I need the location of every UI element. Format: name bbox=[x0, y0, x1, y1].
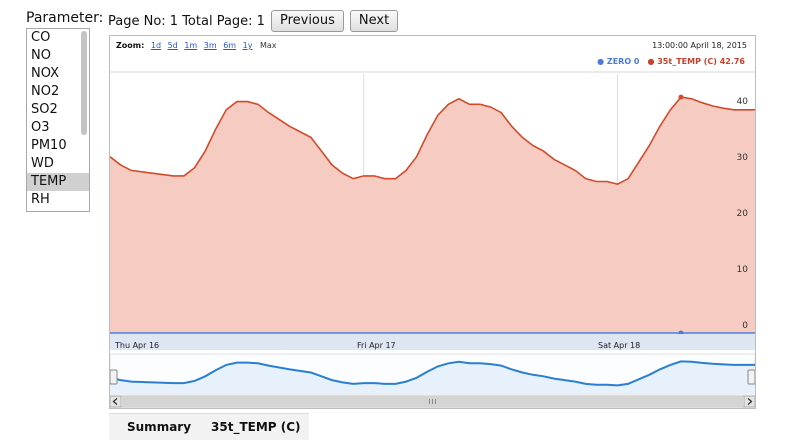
navigator-handle-right[interactable] bbox=[747, 369, 755, 385]
summary-column-temp: 35t_TEMP (C) bbox=[211, 420, 301, 434]
parameter-option-so2[interactable]: SO2 bbox=[31, 102, 58, 117]
x-axis-label: Fri Apr 17 bbox=[357, 341, 396, 350]
parameter-option-no[interactable]: NO bbox=[31, 48, 51, 63]
y-tick-label: 30 bbox=[736, 153, 748, 163]
pager: Page No: 1 Total Page: 1 Previous Next bbox=[108, 10, 399, 32]
parameter-option-co[interactable]: CO bbox=[31, 30, 51, 45]
parameter-option-rh[interactable]: RH bbox=[31, 192, 50, 207]
zoom-max[interactable]: Max bbox=[260, 41, 277, 50]
chevron-left-icon bbox=[112, 398, 118, 405]
zoom-label: Zoom: bbox=[116, 41, 145, 50]
y-tick-label: 40 bbox=[736, 97, 748, 107]
listbox-scrollbar[interactable] bbox=[81, 31, 87, 135]
scroll-right-button[interactable] bbox=[743, 395, 755, 408]
legend-zero-label: ZERO 0 bbox=[606, 57, 640, 66]
parameter-option-no2[interactable]: NO2 bbox=[31, 84, 60, 99]
navigator-area bbox=[110, 361, 755, 394]
parameter-option-temp[interactable]: TEMP bbox=[27, 173, 89, 191]
next-button[interactable]: Next bbox=[349, 10, 399, 32]
temperature-chart: Zoom: 1d 5d 1m 3m 6m 1y Max 13:00:00 Apr… bbox=[109, 35, 756, 409]
parameter-listbox[interactable]: CO NO NOX NO2 SO2 O3 PM10 WD TEMP RH bbox=[26, 28, 90, 212]
legend-zero[interactable]: ● ZERO 0 bbox=[597, 57, 640, 66]
x-axis-band bbox=[110, 334, 755, 350]
previous-button[interactable]: Previous bbox=[270, 10, 344, 32]
parameter-option-o3[interactable]: O3 bbox=[31, 120, 50, 135]
x-axis-label: Thu Apr 16 bbox=[115, 341, 160, 350]
chart-legend: ● ZERO 0 ● 35t_TEMP (C) 42.76 bbox=[597, 57, 745, 66]
legend-temp[interactable]: ● 35t_TEMP (C) 42.76 bbox=[647, 57, 745, 66]
parameter-option-wd[interactable]: WD bbox=[31, 156, 54, 171]
zoom-1y[interactable]: 1y bbox=[242, 41, 253, 50]
parameter-label: Parameter: bbox=[26, 10, 104, 26]
parameter-option-pm10[interactable]: PM10 bbox=[31, 138, 67, 153]
navigator-line bbox=[110, 360, 755, 387]
zoom-1d[interactable]: 1d bbox=[150, 41, 162, 50]
scroll-left-button[interactable] bbox=[110, 395, 122, 408]
zoom-3m[interactable]: 3m bbox=[203, 41, 217, 50]
legend-temp-label: 35t_TEMP (C) 42.76 bbox=[657, 57, 745, 66]
chevron-right-icon bbox=[747, 398, 753, 405]
zoom-controls: Zoom: 1d 5d 1m 3m 6m 1y Max bbox=[116, 41, 277, 50]
temp-series-line bbox=[110, 96, 755, 186]
parameter-option-nox[interactable]: NOX bbox=[31, 66, 60, 81]
page-info: Page No: 1 Total Page: 1 bbox=[108, 13, 265, 29]
temp-hover-marker bbox=[678, 94, 684, 100]
zoom-6m[interactable]: 6m bbox=[223, 41, 237, 50]
y-tick-label: 20 bbox=[736, 209, 748, 219]
temp-area bbox=[110, 97, 755, 333]
y-tick-label: 10 bbox=[736, 265, 748, 275]
hover-timestamp: 13:00:00 April 18, 2015 bbox=[652, 41, 747, 50]
summary-header: Summary 35t_TEMP (C) bbox=[109, 413, 309, 440]
zoom-1m[interactable]: 1m bbox=[184, 41, 198, 50]
x-axis-label: Sat Apr 18 bbox=[598, 341, 641, 350]
y-tick-label: 0 bbox=[742, 321, 748, 331]
summary-column-label: Summary bbox=[127, 420, 192, 434]
navigator-handle-left[interactable] bbox=[110, 369, 118, 385]
zoom-5d[interactable]: 5d bbox=[167, 41, 178, 50]
chart-canvas bbox=[110, 71, 755, 408]
